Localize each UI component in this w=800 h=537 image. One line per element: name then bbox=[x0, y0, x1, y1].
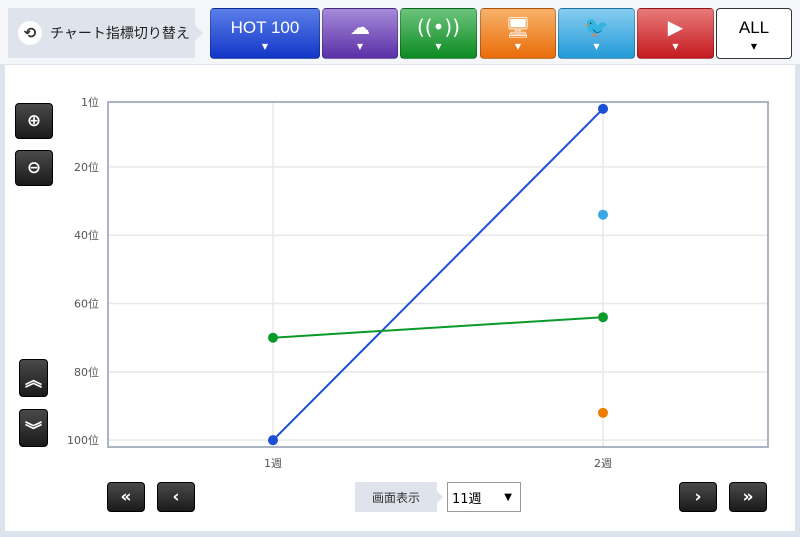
zoom-in-icon: ⊕ bbox=[26, 111, 42, 131]
zoom-out-icon: ⊖ bbox=[26, 158, 42, 178]
display-weeks-select[interactable]: 11週 ▼ bbox=[447, 482, 521, 512]
y-tick-label: 60位 bbox=[74, 297, 99, 311]
youtube-icon: ▶ bbox=[667, 15, 684, 39]
chart-panel bbox=[5, 65, 795, 531]
scroll-up-button[interactable]: ︽ bbox=[19, 359, 48, 397]
data-point bbox=[598, 103, 608, 114]
data-point bbox=[598, 312, 608, 323]
y-tick-label: 1位 bbox=[81, 95, 99, 109]
chart-switch-text: チャート指標切り替え bbox=[50, 26, 190, 42]
series-line bbox=[272, 108, 604, 441]
pc-dvd-icon: 🖥 bbox=[505, 15, 531, 39]
double-chevron-down-icon: ︾ bbox=[25, 420, 42, 441]
data-point bbox=[268, 332, 278, 343]
download-button[interactable]: ☁ ▼ bbox=[322, 8, 398, 59]
scroll-down-button[interactable]: ︾ bbox=[19, 409, 48, 447]
x-tick-label: 1週 bbox=[264, 457, 282, 470]
y-tick-label: 20位 bbox=[74, 160, 99, 174]
twitter-button[interactable]: 🐦 ▼ bbox=[558, 8, 635, 59]
first-page-button[interactable]: « bbox=[107, 482, 145, 512]
download-cd-icon: ☁ bbox=[350, 15, 370, 39]
data-point bbox=[598, 407, 608, 418]
sync-icon: ⟲ bbox=[18, 21, 42, 45]
double-chevron-up-icon: ︽ bbox=[25, 370, 42, 391]
hot100-button[interactable]: HOT 100 ▼ bbox=[210, 8, 320, 59]
all-button[interactable]: ALL ▼ bbox=[716, 8, 792, 59]
chevron-down-icon: ▼ bbox=[504, 491, 512, 503]
y-tick-label: 40位 bbox=[74, 228, 99, 242]
chart-switch-bar: ⟲ チャート指標切り替え HOT 100 ▼ ☁ ▼ ((•)) ▼ 🖥 ▼ 🐦 ▼ ▶ ▼… bbox=[0, 0, 800, 64]
chevron-right-icon: › bbox=[694, 487, 702, 507]
display-label: 画面表示 bbox=[355, 482, 443, 512]
sales-button[interactable]: 🖥 ▼ bbox=[480, 8, 556, 59]
double-chevron-left-icon: « bbox=[120, 487, 132, 507]
prev-page-button[interactable]: ‹ bbox=[157, 482, 195, 512]
x-tick-label: 2週 bbox=[594, 457, 612, 470]
last-page-button[interactable]: » bbox=[729, 482, 767, 512]
y-tick-label: 80位 bbox=[74, 365, 99, 379]
dropdown-arrow-icon: ▼ bbox=[356, 42, 364, 51]
hot100-label: HOT 100 bbox=[230, 18, 300, 37]
dropdown-arrow-icon: ▼ bbox=[593, 42, 600, 51]
series-line bbox=[272, 316, 604, 339]
dropdown-arrow-icon: ▼ bbox=[261, 42, 269, 51]
data-point bbox=[268, 435, 278, 446]
youtube-button[interactable]: ▶ ▼ bbox=[637, 8, 714, 59]
radio-button[interactable]: ((•)) ▼ bbox=[400, 8, 477, 59]
twitter-icon: 🐦 bbox=[584, 15, 609, 39]
dropdown-arrow-icon: ▼ bbox=[514, 42, 522, 51]
chevron-left-icon: ‹ bbox=[172, 487, 180, 507]
next-page-button[interactable]: › bbox=[679, 482, 717, 512]
double-chevron-right-icon: » bbox=[742, 487, 754, 507]
zoom-in-button[interactable]: ⊕ bbox=[15, 103, 53, 139]
data-point bbox=[598, 209, 608, 220]
dropdown-arrow-icon: ▼ bbox=[435, 42, 442, 51]
chart-switch-label: ⟲ チャート指標切り替え bbox=[8, 8, 203, 58]
display-weeks-value: 11週 bbox=[452, 491, 482, 507]
plot-frame bbox=[107, 101, 769, 448]
all-label: ALL bbox=[738, 18, 770, 37]
dropdown-arrow-icon: ▼ bbox=[750, 42, 758, 51]
zoom-out-button[interactable]: ⊖ bbox=[15, 150, 53, 186]
radio-antenna-icon: ((•)) bbox=[416, 15, 460, 39]
dropdown-arrow-icon: ▼ bbox=[672, 42, 679, 51]
y-tick-label: 100位 bbox=[67, 433, 99, 447]
